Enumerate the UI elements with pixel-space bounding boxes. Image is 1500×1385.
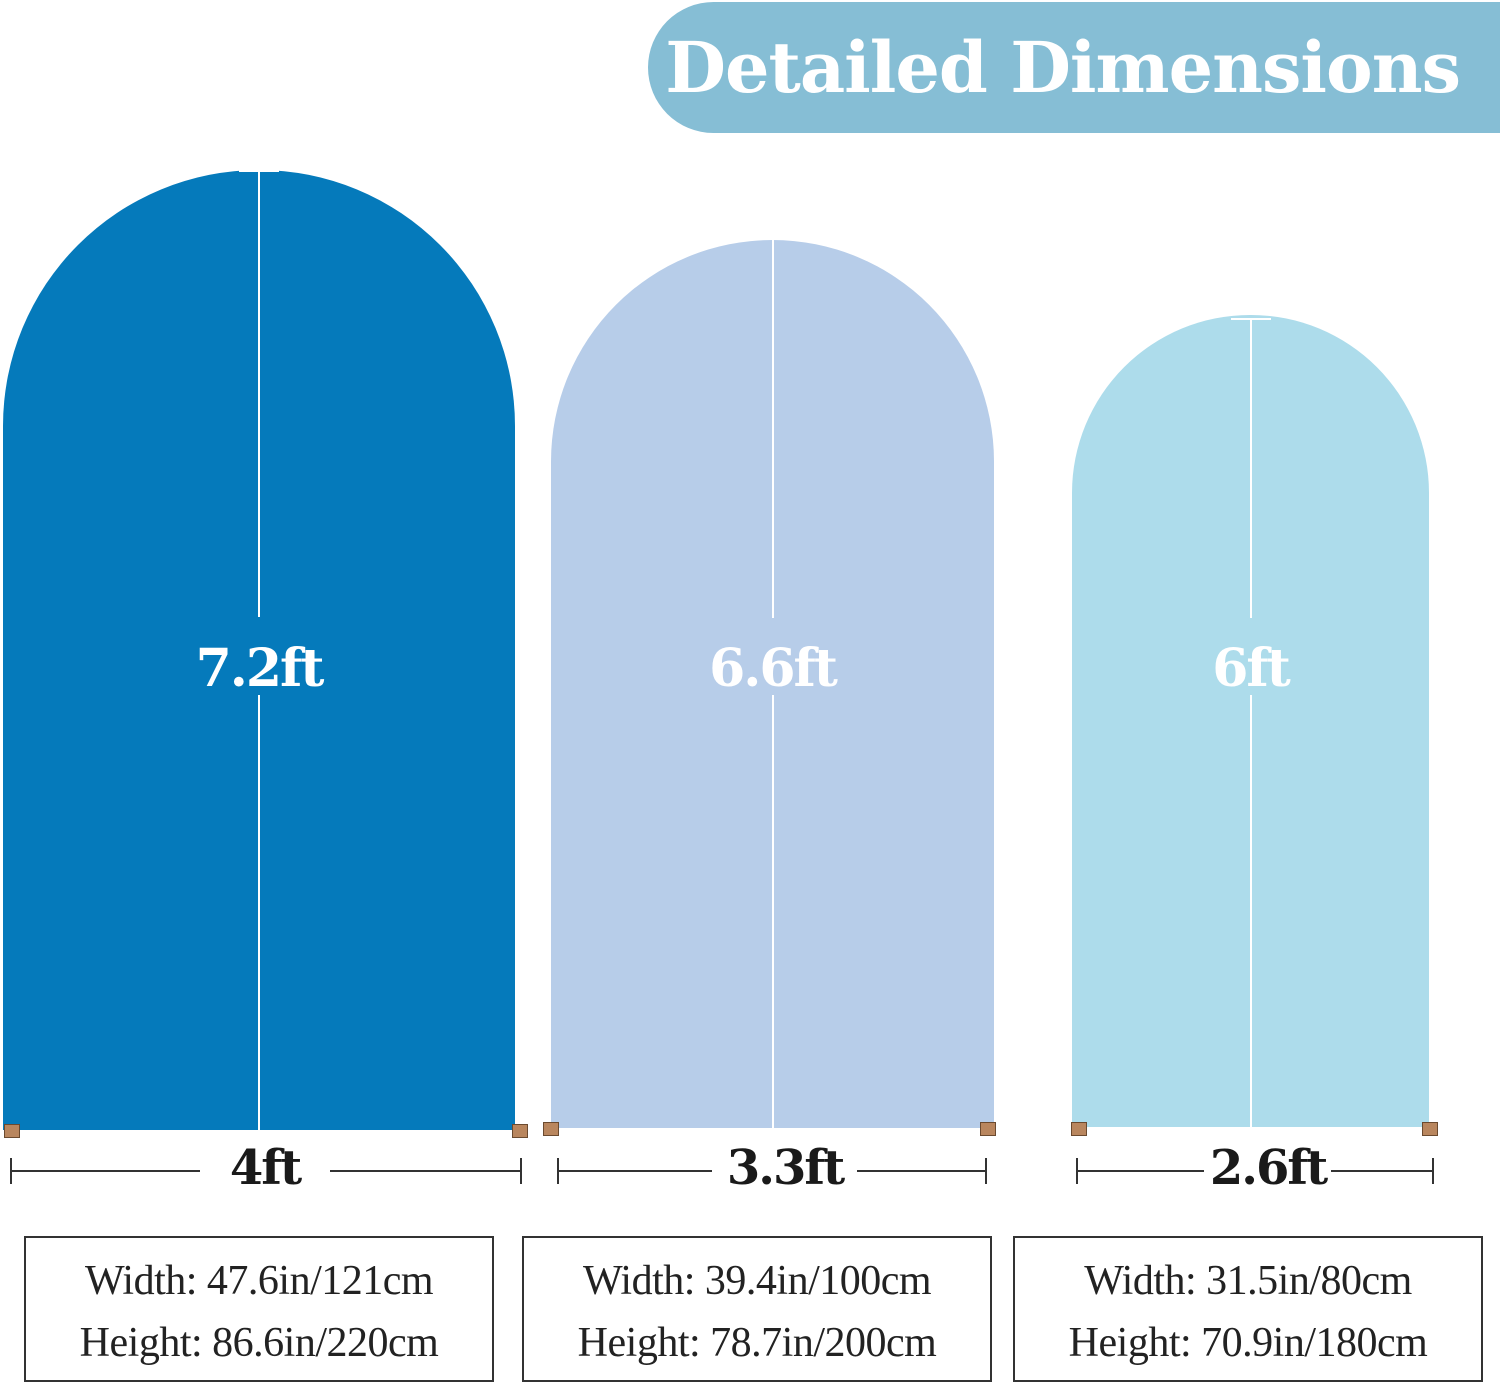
- spec-width: Width: 47.6in/121cm: [84, 1258, 434, 1304]
- width-label: 4ft: [229, 1140, 302, 1196]
- width-rule-line: [1331, 1170, 1434, 1172]
- arch-foot: [512, 1124, 528, 1138]
- arch-foot: [1071, 1122, 1087, 1136]
- spec-box: Width: 31.5in/80cm Height: 70.9in/180cm: [1013, 1236, 1483, 1382]
- height-label: 7.2ft: [195, 638, 325, 699]
- spec-height: Height: 70.9in/180cm: [1068, 1320, 1428, 1366]
- arch-small: 6ft: [1072, 315, 1429, 1127]
- spec-box: Width: 39.4in/100cm Height: 78.7in/200cm: [522, 1236, 992, 1382]
- arch-foot: [980, 1122, 996, 1136]
- height-line-upper: [258, 170, 260, 617]
- height-line-lower: [258, 695, 260, 1130]
- header-banner: Detailed Dimensions: [648, 2, 1500, 133]
- width-rule-line: [330, 1170, 522, 1172]
- arch-foot: [1422, 1122, 1438, 1136]
- width-rule-line: [10, 1170, 200, 1172]
- arch-large: 7.2ft: [3, 170, 515, 1130]
- width-rule-line: [557, 1170, 712, 1172]
- width-rule-line: [857, 1170, 987, 1172]
- spec-height: Height: 78.7in/200cm: [577, 1320, 937, 1366]
- width-label: 3.3ft: [726, 1140, 845, 1196]
- page-title: Detailed Dimensions: [665, 26, 1461, 109]
- arch-medium: 6.6ft: [551, 240, 994, 1128]
- width-label: 2.6ft: [1209, 1140, 1328, 1196]
- width-rule-line: [1076, 1170, 1204, 1172]
- arch-foot: [4, 1124, 20, 1138]
- width-rule: [10, 1158, 522, 1184]
- width-rule-tick: [520, 1158, 522, 1184]
- height-label: 6.6ft: [709, 638, 838, 699]
- width-rule: [557, 1158, 987, 1184]
- arch-foot: [543, 1122, 559, 1136]
- height-line-upper: [1249, 318, 1252, 618]
- width-rule-tick: [1432, 1158, 1434, 1184]
- width-rule-tick: [985, 1158, 987, 1184]
- height-line-lower: [1249, 695, 1252, 1127]
- width-rule: [1076, 1158, 1434, 1184]
- height-line-upper: [771, 240, 774, 618]
- height-label: 6ft: [1212, 638, 1291, 699]
- height-line-lower: [771, 695, 774, 1128]
- spec-height: Height: 86.6in/220cm: [79, 1320, 439, 1366]
- spec-width: Width: 31.5in/80cm: [1084, 1258, 1412, 1304]
- spec-box: Width: 47.6in/121cm Height: 86.6in/220cm: [24, 1236, 494, 1382]
- spec-width: Width: 39.4in/100cm: [582, 1258, 932, 1304]
